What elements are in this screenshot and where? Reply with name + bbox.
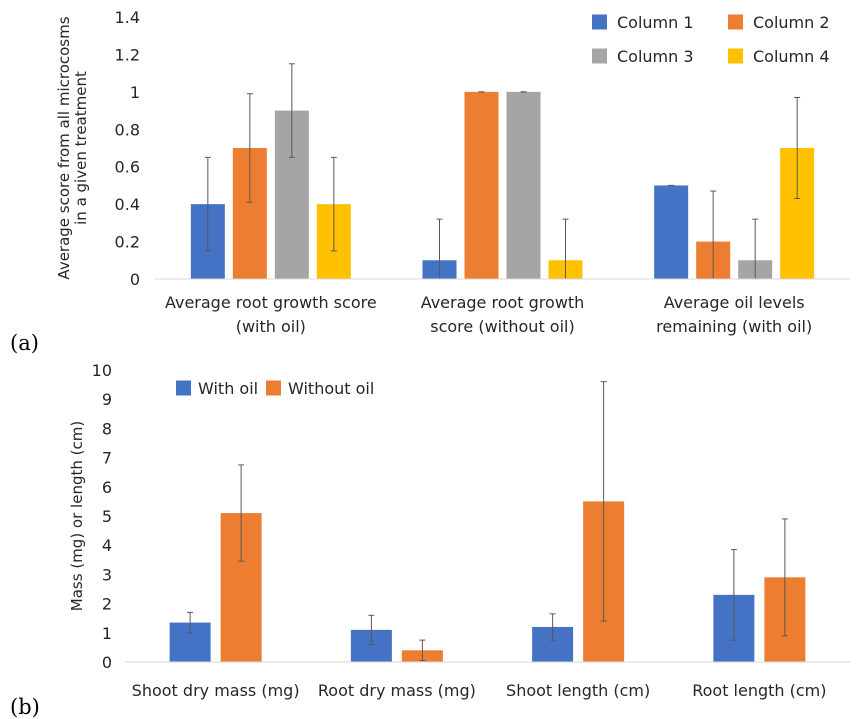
y-axis-label: Mass (mg) or length (cm): [68, 421, 86, 611]
legend-swatch: [592, 14, 607, 30]
category-label: Average oil levels: [664, 293, 805, 312]
y-tick-label: 0: [130, 270, 140, 289]
category-label: Average root growth score: [165, 293, 377, 312]
bar: [506, 91, 541, 279]
y-tick-label: 1: [130, 83, 140, 102]
category-label: Root length (cm): [692, 681, 826, 700]
y-tick-label: 0.4: [115, 195, 140, 214]
panel-a-label: (a): [10, 331, 39, 355]
legend-label: Column 1: [617, 13, 694, 32]
y-tick-label: 10: [92, 361, 112, 380]
y-axis-label: Average score from all microcosms: [55, 16, 73, 279]
chart-b: 0 1 2 3 4 5 6 7 8 9 10 Mass (mg) or length (cm) Shoo…: [68, 361, 850, 700]
y-tick-label: 5: [102, 507, 112, 526]
category-label: Shoot dry mass (mg): [132, 681, 300, 700]
y-tick-label: 0.8: [115, 120, 140, 139]
category-label: (with oil): [236, 317, 306, 336]
legend-swatch: [728, 14, 743, 30]
chart-a: 0 0.2 0.4 0.6 0.8 1 1.2 1.4 Average score from a…: [55, 8, 850, 336]
y-axis-label: in a given treatment: [72, 71, 90, 225]
legend-swatch: [728, 48, 743, 64]
category-label: remaining (with oil): [656, 317, 812, 336]
y-tick-label: 0: [102, 653, 112, 672]
y-tick-label: 1.2: [115, 45, 140, 64]
category-label: Root dry mass (mg): [318, 681, 476, 700]
y-tick-label: 4: [102, 536, 112, 555]
legend-label: Column 4: [753, 47, 830, 66]
y-tick-label: 2: [102, 595, 112, 614]
y-tick-label: 7: [102, 449, 112, 468]
bar: [464, 91, 499, 279]
legend: With oil Without oil: [176, 379, 374, 398]
category-label: Average root growth: [421, 293, 585, 312]
category-label: Shoot length (cm): [506, 681, 650, 700]
y-tick-label: 1.4: [115, 8, 140, 27]
y-tick-label: 9: [102, 390, 112, 409]
panel-b-label: (b): [10, 695, 40, 719]
category-label: score (without oil): [430, 317, 574, 336]
legend-swatch: [592, 48, 607, 64]
bar: [654, 185, 689, 279]
legend-label: Column 2: [753, 13, 830, 32]
y-tick-label: 3: [102, 565, 112, 584]
legend-label: Without oil: [288, 379, 374, 398]
legend-label: With oil: [198, 379, 258, 398]
legend-swatch: [176, 380, 191, 396]
y-tick-label: 0.2: [115, 233, 140, 252]
legend-swatch: [266, 380, 281, 396]
y-tick-label: 1: [102, 624, 112, 643]
y-tick-label: 8: [102, 419, 112, 438]
y-tick-label: 6: [102, 478, 112, 497]
legend: Column 1 Column 2 Column 3 Column 4: [592, 13, 830, 66]
legend-label: Column 3: [617, 47, 694, 66]
y-tick-label: 0.6: [115, 158, 140, 177]
